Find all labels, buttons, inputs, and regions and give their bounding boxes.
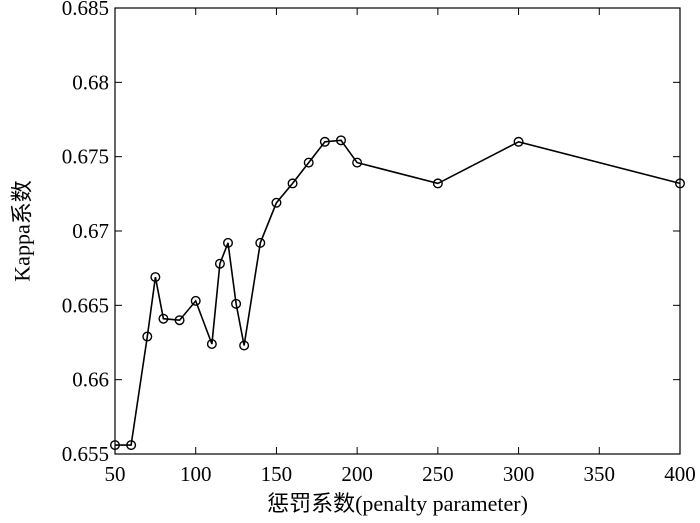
data-point <box>303 157 314 168</box>
y-tick-label: 0.68 <box>72 70 109 94</box>
y-tick-label: 0.665 <box>62 293 109 317</box>
x-tick-label: 200 <box>341 462 373 486</box>
series-line <box>115 139 681 446</box>
axis-ticks <box>114 7 681 455</box>
x-tick-label: 100 <box>180 462 212 486</box>
y-tick-label: 0.66 <box>72 368 109 392</box>
data-point <box>190 295 201 306</box>
data-point <box>231 298 242 309</box>
data-point <box>287 178 298 189</box>
x-axis-title: 惩罚系数(penalty parameter) <box>267 491 528 516</box>
data-point <box>319 136 330 147</box>
y-tick-label: 0.655 <box>62 442 109 466</box>
x-tick-label: 150 <box>261 462 293 486</box>
data-point <box>432 178 443 189</box>
y-axis-title: Kappa系数 <box>10 180 35 281</box>
y-tick-label: 0.675 <box>62 145 109 169</box>
data-point <box>126 440 137 451</box>
data-markers <box>109 135 686 451</box>
data-point <box>352 157 363 168</box>
data-point <box>142 331 153 342</box>
x-tick-label: 350 <box>584 462 616 486</box>
data-point <box>271 197 282 208</box>
data-point <box>336 135 347 146</box>
y-tick-label: 0.685 <box>62 0 109 20</box>
data-point <box>214 258 225 269</box>
data-point <box>255 237 266 248</box>
data-point <box>206 338 217 349</box>
data-point <box>174 315 185 326</box>
data-point <box>158 313 169 324</box>
y-tick-label: 0.67 <box>72 219 109 243</box>
data-point <box>150 272 161 283</box>
x-tick-label: 400 <box>664 462 696 486</box>
data-point <box>239 340 250 351</box>
data-point <box>222 237 233 248</box>
x-tick-label: 50 <box>105 462 126 486</box>
tick-labels: 50 100 150 200 250 300 350 400 0.655 0.66 0.665 0.6… <box>62 0 696 486</box>
plot-frame <box>114 7 681 455</box>
data-point <box>513 136 524 147</box>
x-tick-label: 300 <box>503 462 535 486</box>
x-tick-label: 250 <box>422 462 454 486</box>
